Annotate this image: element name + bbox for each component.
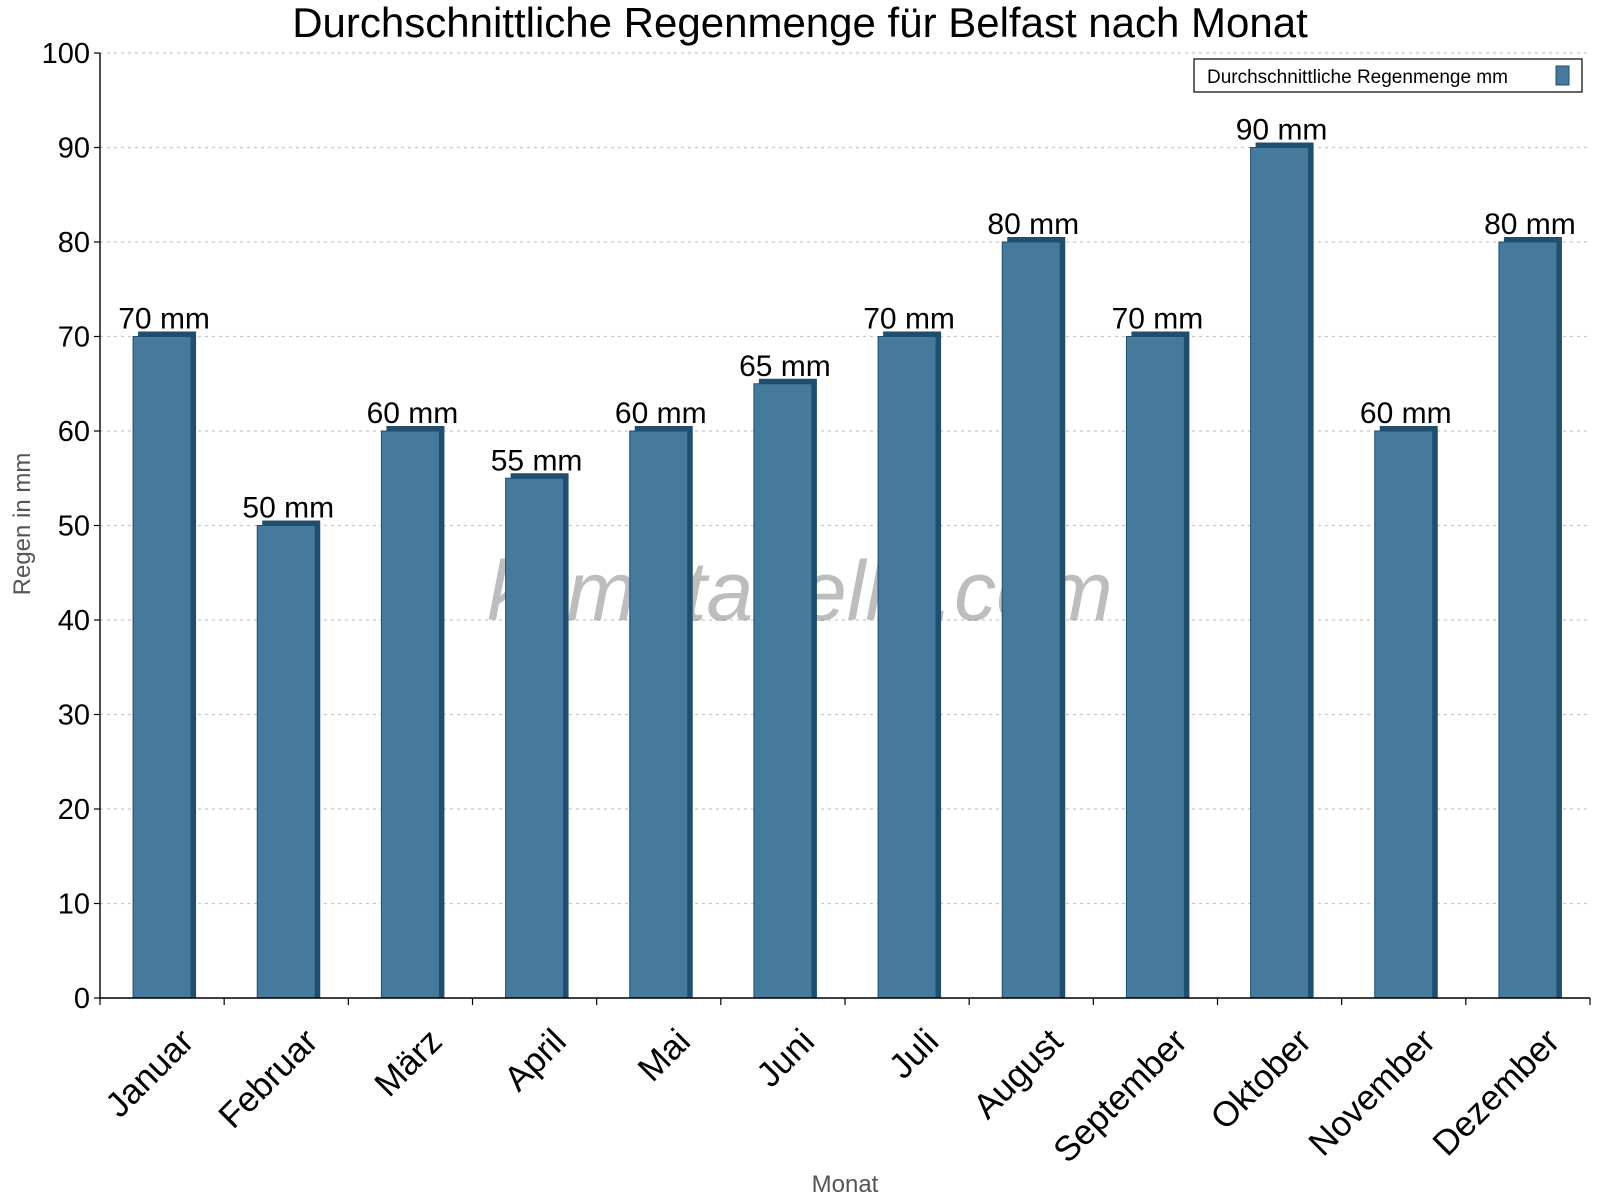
value-label: 60 mm	[367, 397, 459, 430]
x-tick-label: Mai	[630, 1022, 697, 1089]
bar-juli	[877, 336, 937, 999]
legend: Durchschnittliche Regenmenge mm	[1193, 58, 1583, 93]
value-label: 60 mm	[615, 397, 707, 430]
value-label: 80 mm	[1484, 208, 1576, 241]
y-axis-label: Regen in mm	[9, 453, 36, 596]
value-label: 50 mm	[242, 492, 334, 525]
x-tick-label: November	[1301, 1021, 1443, 1163]
chart-title: Durchschnittliche Regenmenge für Belfast…	[292, 0, 1308, 46]
x-tick-label: August	[966, 1021, 1071, 1126]
value-labels: 70 mm 50 mm 60 mm 55 mm 60 mm 65 mm 70 mm 80 mm…	[118, 114, 1576, 525]
bar-januar	[132, 336, 192, 999]
legend-box	[1193, 58, 1583, 93]
value-label: 65 mm	[739, 350, 831, 383]
bar-märz	[380, 430, 440, 999]
bar-mai	[629, 430, 689, 999]
x-tick-label: September	[1046, 1021, 1195, 1170]
x-tick-label: Februar	[211, 1021, 325, 1135]
y-tick-label: 70	[58, 322, 90, 354]
bar-juni	[753, 383, 813, 999]
bars	[132, 142, 1562, 999]
value-label: 70 mm	[1112, 303, 1204, 336]
value-label: 55 mm	[491, 444, 583, 477]
legend-label: Durchschnittliche Regenmenge mm	[1207, 67, 1508, 88]
y-tick-label: 100	[42, 38, 90, 70]
bar-oktober	[1250, 147, 1310, 999]
value-label: 70 mm	[863, 303, 955, 336]
x-tick-label: Oktober	[1203, 1021, 1319, 1137]
bar-februar	[256, 525, 316, 999]
x-tick-label: März	[367, 1022, 450, 1105]
y-tick-label: 30	[58, 700, 90, 732]
y-tick-label: 0	[74, 983, 90, 1015]
bar-april	[505, 477, 565, 999]
y-tick-label: 20	[58, 794, 90, 826]
y-tick-label: 80	[58, 227, 90, 259]
bar-november	[1374, 430, 1434, 999]
value-label: 60 mm	[1360, 397, 1452, 430]
value-label: 90 mm	[1236, 114, 1328, 147]
x-tick-label: Dezember	[1425, 1021, 1567, 1163]
x-tick-label: Juni	[749, 1022, 822, 1095]
grid-lines	[100, 52, 1590, 905]
bar-dezember	[1498, 241, 1558, 999]
x-tick-label: Januar	[98, 1021, 201, 1124]
value-label: 70 mm	[118, 303, 210, 336]
y-tick-label: 60	[58, 416, 90, 448]
legend-swatch	[1555, 65, 1570, 86]
bar-august	[1001, 241, 1061, 999]
y-tick-label: 10	[58, 889, 90, 921]
y-tick-label: 50	[58, 511, 90, 543]
x-tick-label: April	[497, 1022, 574, 1099]
y-tick-label: 90	[58, 133, 90, 165]
bar-september	[1125, 336, 1185, 999]
value-label: 80 mm	[987, 208, 1079, 241]
x-tick-label: Juli	[882, 1022, 947, 1087]
x-axis-label: Monat	[812, 1171, 879, 1198]
y-tick-label: 40	[58, 605, 90, 637]
